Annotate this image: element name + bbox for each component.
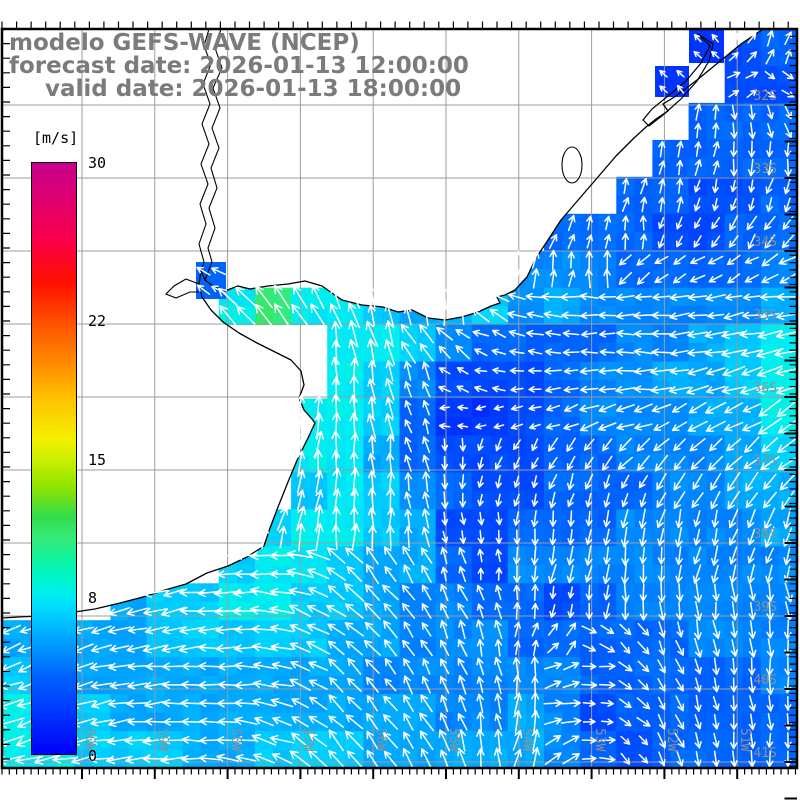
lon-label-59W: 59W [154,728,170,752]
uruguay-river-west-bank [198,28,212,272]
lon-label-54W: 54W [518,728,534,752]
coastline-path [1,28,764,619]
map-frame [0,27,799,770]
lat-label-35S: 35S [753,308,777,323]
colorbar-tick-0: 0 [88,747,98,765]
lon-label-53W: 53W [591,728,607,752]
lat-label-38S: 38S [753,527,777,542]
axis-ticks [1,21,797,800]
colorbar [31,162,77,755]
land-area [2,29,763,618]
lon-label-51W: 51W [737,728,753,752]
colorbar-unit-label: [m/s] [33,129,79,147]
lat-label-32S: 32S [753,89,777,104]
title-valid-date: valid date: 2026-01-13 18:00:00 [45,76,462,102]
major-ticks [81,104,797,800]
coastline [1,28,764,619]
colorbar-tick-30: 30 [88,154,107,172]
lat-label-34S: 34S [753,235,777,250]
lon-label-57W: 57W [300,728,316,752]
small-lagoon-outline [561,146,583,184]
parana-delta [165,278,200,299]
lat-label-40S: 40S [753,673,777,688]
lon-label-52W: 52W [664,728,680,752]
land-mask [2,29,763,618]
lat-label-39S: 39S [753,600,777,615]
uruguay-river-east-bank [204,28,223,281]
title-model-name: modelo GEFS-WAVE (NCEP) [9,30,360,56]
map-border [0,27,799,770]
colorbar-tick-15: 15 [88,450,107,469]
lagoa-mirim-outline [642,33,714,127]
wind-vector-arrows [0,29,800,771]
colorbar-tick-8: 8 [88,588,98,607]
lat-label-36S: 36S [753,381,777,396]
lat-label-37S: 37S [753,454,777,469]
wind-arrows [0,29,800,771]
lat-label-33S: 33S [753,162,777,177]
lon-label-58W: 58W [227,728,243,752]
colorbar-tick-22: 22 [88,312,107,331]
lat-label-41S: 41S [753,746,777,761]
title-forecast-date: forecast date: 2026-01-13 12:00:00 [9,53,469,79]
lon-label-56W: 56W [373,728,389,752]
lon-label-55W: 55W [446,728,461,752]
